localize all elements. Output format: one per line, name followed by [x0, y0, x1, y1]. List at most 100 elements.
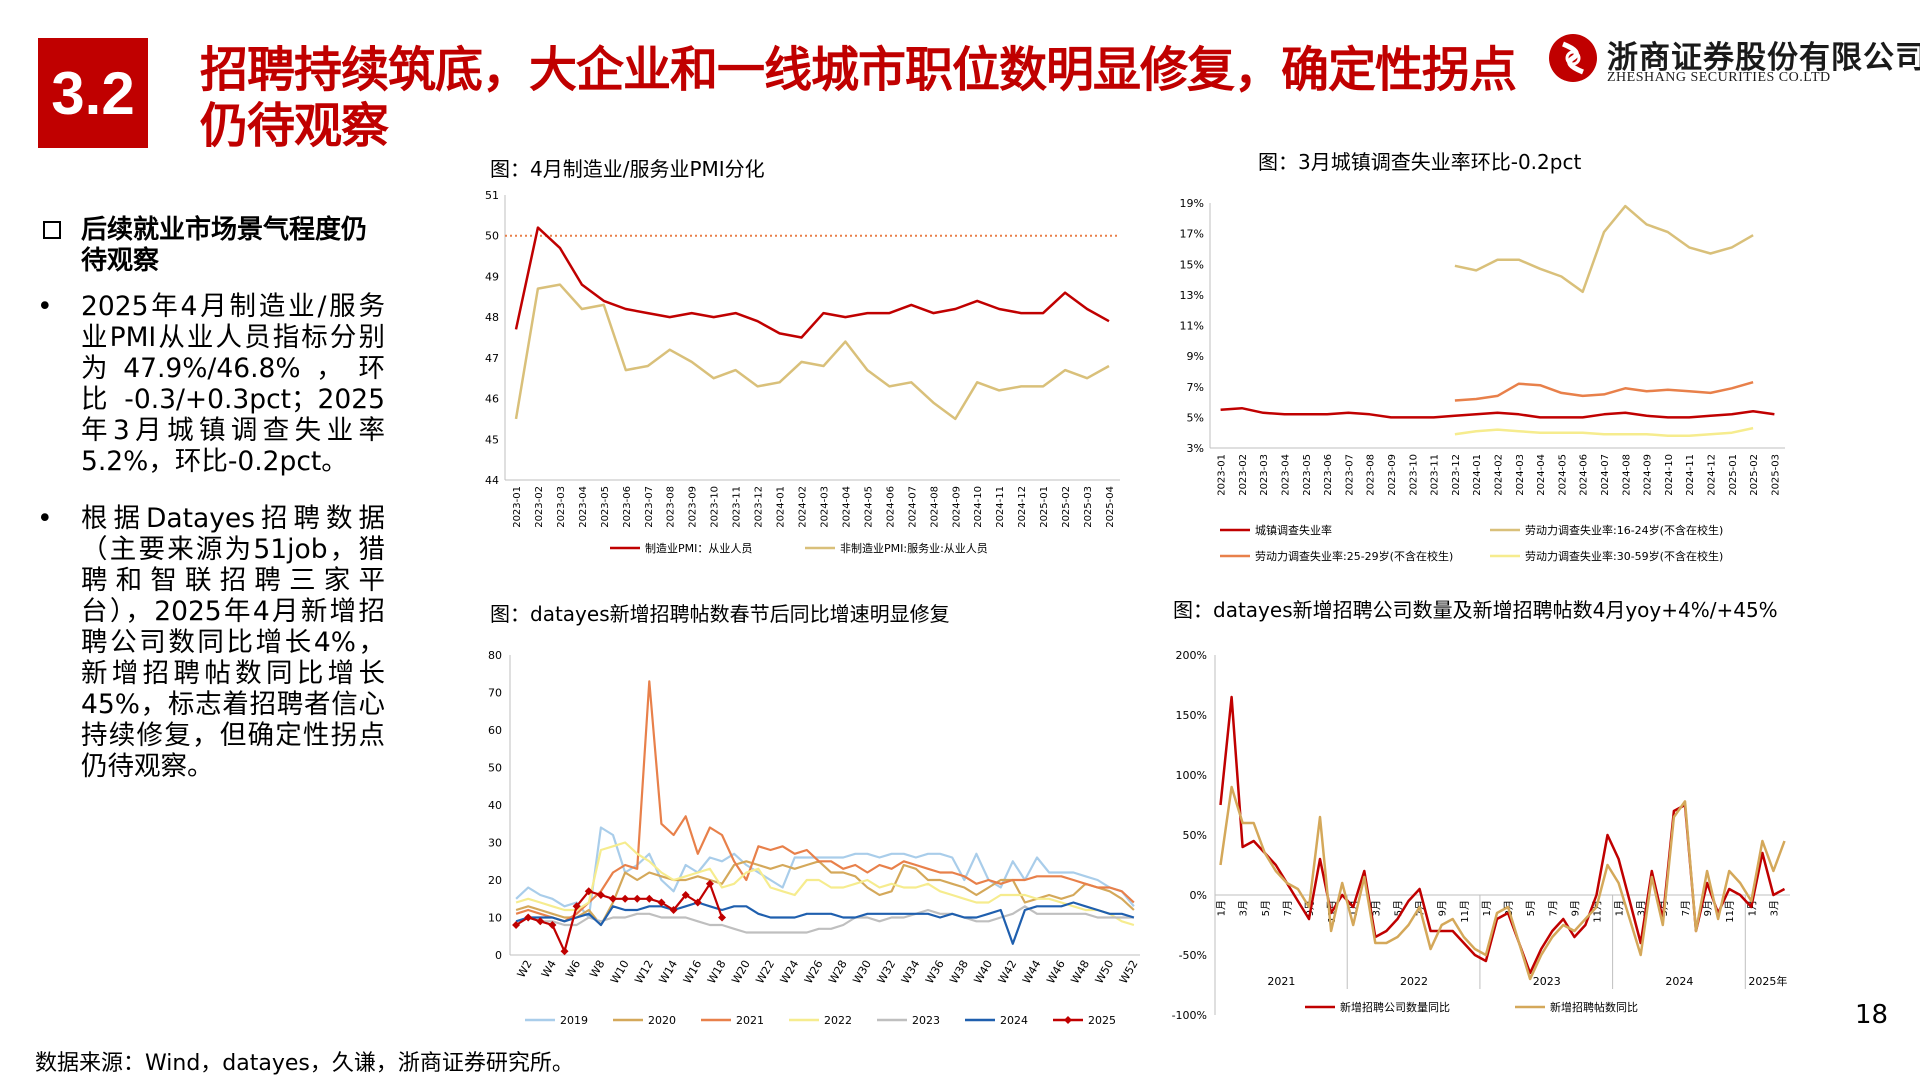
series-line-4 — [515, 905, 1134, 934]
y-tick-label: 49 — [485, 270, 499, 283]
x-year-label: 2023 — [1533, 975, 1561, 988]
data-point-2025 — [608, 894, 617, 903]
chart-datayes-yoy: -100% -50% 0% 50% 100% 150% 200% 1月 3月 5月 7月 9月 11月 1… — [1172, 649, 1790, 1022]
legend-label: 2019 — [560, 1014, 588, 1027]
x-tick-label: 2024-02 — [798, 486, 809, 528]
y-tick-label: 19% — [1180, 197, 1204, 210]
x-month-label: 1月 — [1216, 900, 1228, 916]
legend-label: 制造业PMI：从业人员 — [645, 541, 752, 555]
bullet-item: • 2025年4月制造业/服务业PMI从业人员指标分别为47.9%/46.8%，… — [35, 291, 385, 477]
chart-title-datayes-posts: 图：datayes新增招聘帖数春节后同比增速明显修复 — [490, 602, 950, 626]
x-tick-label: 2024-08 — [929, 486, 940, 528]
data-point-2025 — [657, 898, 666, 907]
x-tick-label: W30 — [850, 958, 874, 986]
data-point-2025 — [548, 921, 557, 929]
y-tick-label: 13% — [1180, 289, 1204, 302]
series-line-2 — [1454, 380, 1754, 402]
x-tick-label: 2023-01 — [512, 486, 523, 528]
y-tick-label: 10 — [488, 912, 502, 925]
data-point-2025 — [681, 891, 690, 899]
data-point-2025 — [512, 921, 521, 929]
legend-label: 劳动力调查失业率:30-59岁(不含在校生) — [1525, 549, 1723, 563]
x-tick-label: W52 — [1117, 958, 1141, 986]
y-tick-label: 100% — [1176, 769, 1207, 782]
x-tick-label: W6 — [563, 958, 583, 980]
bullet-dot-icon: • — [37, 503, 53, 534]
x-tick-label: W16 — [681, 958, 705, 986]
company-logo: 浙商证券股份有限公司 ZHESHANG SECURITIES CO.LTD — [1545, 30, 1920, 90]
y-tick-label: 44 — [485, 474, 499, 487]
x-tick-label: 2023-01 — [1217, 454, 1228, 496]
y-tick-label: 50 — [485, 230, 499, 243]
x-tick-label: W8 — [587, 958, 607, 980]
y-tick-label: 60 — [488, 724, 502, 737]
y-tick-label: 5% — [1187, 411, 1204, 424]
x-tick-label: 2023-07 — [644, 486, 655, 528]
data-point-2025 — [524, 913, 533, 922]
x-month-label: 11月 — [1724, 900, 1736, 923]
y-tick-label: 0 — [495, 949, 502, 962]
x-month-label: 7月 — [1547, 900, 1559, 916]
y-tick-label: 70 — [488, 687, 502, 700]
y-tick-label: -100% — [1172, 1009, 1207, 1022]
x-tick-label: 2024-09 — [951, 486, 962, 528]
data-point-2025 — [560, 947, 569, 956]
chart-datayes-posts: 0 10 20 30 40 50 60 70 80 W2 W4 W6 W8 W10 W12 W14 W16 W18… — [488, 649, 1141, 1027]
chart-title-pmi: 图：4月制造业/服务业PMI分化 — [490, 157, 765, 181]
series-line-5 — [515, 901, 1135, 945]
x-tick-label: 2023-05 — [600, 486, 611, 528]
x-tick-label: 2023-06 — [1323, 454, 1334, 496]
data-point-2025 — [633, 894, 642, 903]
x-tick-label: W2 — [515, 958, 535, 980]
logo-english-name: ZHESHANG SECURITIES CO.LTD — [1607, 70, 1831, 85]
x-tick-label: 2023-06 — [622, 486, 633, 528]
y-tick-label: 20 — [488, 874, 502, 887]
series-line-1 — [514, 283, 1110, 421]
x-month-label: 5月 — [1525, 900, 1537, 916]
panel-heading: 后续就业市场景气程度仍待观察 — [35, 215, 385, 277]
x-month-label: 11月 — [1591, 900, 1603, 923]
x-tick-label: 2023-12 — [754, 486, 765, 528]
x-tick-label: 2024-12 — [1706, 454, 1717, 496]
x-tick-label: 2024-11 — [1685, 454, 1696, 496]
legend-label: 新增招聘帖数同比 — [1550, 1000, 1638, 1014]
legend-label: 2025 — [1088, 1014, 1116, 1027]
x-month-label: 7月 — [1282, 900, 1294, 916]
x-tick-label: 2023-10 — [1408, 454, 1419, 496]
series-line-1 — [515, 860, 1135, 927]
chart-unemployment: 3% 5% 7% 9% 11% 13% 15% 17% 19% 2023-01 2023-02 202… — [1180, 197, 1785, 563]
page-title: 招聘持续筑底，大企业和一线城市职位数明显修复，确定性拐点仍待观察 — [200, 42, 1517, 154]
x-tick-label: W24 — [778, 958, 802, 986]
x-year-label: 2022 — [1400, 975, 1428, 988]
x-tick-label: 2024-01 — [1472, 454, 1483, 496]
x-month-label: 1月 — [1481, 900, 1493, 916]
x-tick-label: W22 — [753, 958, 777, 986]
y-tick-label: 45 — [485, 433, 499, 446]
x-tick-label: 2024-05 — [863, 486, 874, 528]
x-year-label: 2025年 — [1748, 974, 1787, 988]
x-tick-label: 2025-02 — [1749, 454, 1760, 496]
data-point-2025 — [718, 913, 727, 922]
x-tick-label: 2023-04 — [578, 486, 589, 528]
data-source-note: 数据来源：Wind，datayes，久谦，浙商证券研究所。 — [35, 1051, 574, 1076]
x-tick-label: 2025-03 — [1770, 454, 1781, 496]
y-tick-label: 50 — [488, 762, 502, 775]
x-tick-label: 2025-01 — [1039, 486, 1050, 528]
bullet-text: 根据Datayes招聘数据（主要来源为51job，猎聘和智联招聘三家平台），20… — [81, 503, 385, 782]
x-tick-label: 2023-04 — [1281, 454, 1292, 496]
bullet-text: 2025年4月制造业/服务业PMI从业人员指标分别为47.9%/46.8%，环比… — [81, 291, 385, 477]
x-tick-label: 2025-01 — [1728, 454, 1739, 496]
x-year-label: 2021 — [1267, 975, 1295, 988]
zheshang-logo-icon — [1549, 34, 1597, 82]
x-tick-label: 2024-05 — [1557, 454, 1568, 496]
y-tick-label: 80 — [488, 649, 502, 662]
x-tick-label: W26 — [802, 958, 826, 986]
y-tick-label: 50% — [1183, 829, 1207, 842]
x-tick-label: 2025-04 — [1105, 486, 1116, 528]
x-tick-label: W46 — [1044, 958, 1068, 986]
x-tick-label: W18 — [705, 958, 729, 986]
y-tick-label: 200% — [1176, 649, 1207, 662]
x-month-label: 3月 — [1370, 900, 1382, 916]
series-line-1 — [1219, 785, 1786, 981]
legend-label: 2021 — [736, 1014, 764, 1027]
